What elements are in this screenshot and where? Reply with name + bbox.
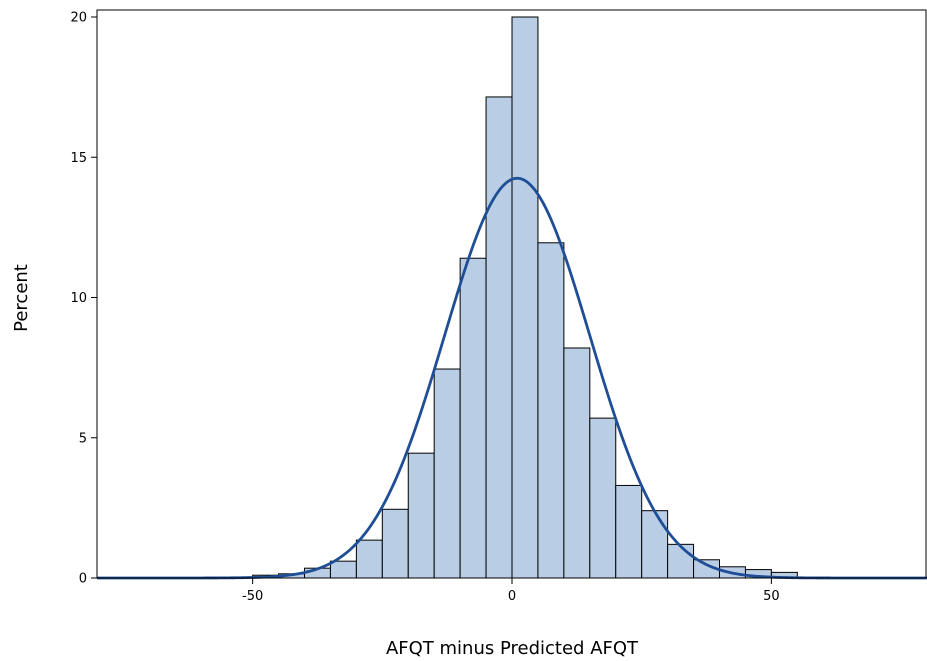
- x-tick-label-1: 0: [508, 589, 516, 604]
- x-tick-label-0: -50: [242, 589, 263, 604]
- ticks-layer: 0 5 10 15 20 -50 0 50: [70, 11, 779, 605]
- bars-layer: [252, 16, 798, 579]
- y-tick-label-3: 15: [70, 151, 87, 166]
- x-axis-title: AFQT minus Predicted AFQT: [386, 638, 639, 659]
- y-tick-label-4: 20: [70, 11, 87, 26]
- histogram-bar-15: [641, 510, 669, 579]
- histogram-bar-3: [329, 560, 357, 579]
- histogram-bar-5: [381, 508, 409, 579]
- y-tick-label-2: 10: [70, 291, 87, 306]
- histogram-bar-14: [615, 484, 643, 579]
- histogram-bar-12: [563, 347, 591, 579]
- histogram-bar-6: [407, 452, 435, 579]
- histogram-bar-4: [355, 539, 383, 579]
- y-tick-label-0: 0: [79, 572, 87, 587]
- histogram-bar-9: [485, 96, 513, 579]
- histogram-bar-7: [433, 368, 461, 579]
- histogram-bar-13: [589, 417, 617, 579]
- y-tick-label-1: 5: [79, 431, 87, 446]
- histogram-bar-10: [511, 16, 539, 579]
- histogram-bar-16: [667, 543, 695, 579]
- histogram-bar-11: [537, 242, 565, 579]
- x-tick-label-2: 50: [763, 589, 780, 604]
- histogram-bar-8: [459, 257, 487, 579]
- y-axis-title: Percent: [11, 264, 32, 332]
